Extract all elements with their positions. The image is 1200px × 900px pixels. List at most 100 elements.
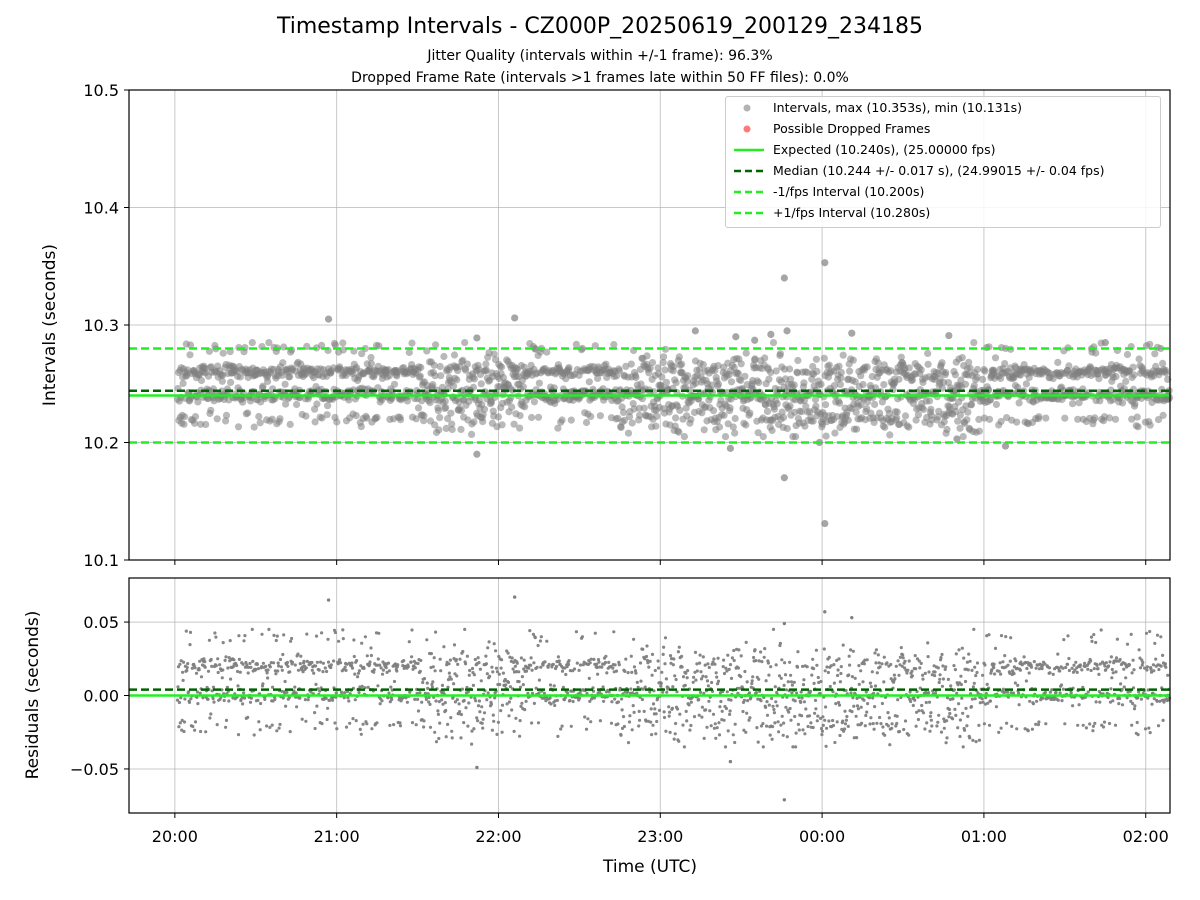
residual-point <box>601 685 605 689</box>
residual-point <box>684 671 688 675</box>
residual-point <box>526 691 530 696</box>
interval-point <box>264 377 272 386</box>
residual-point <box>738 686 742 690</box>
residual-point <box>637 724 641 728</box>
residual-point <box>380 699 384 703</box>
residual-point <box>504 683 508 687</box>
residual-point <box>1077 703 1081 707</box>
residual-point <box>952 664 956 668</box>
interval-point <box>498 421 506 429</box>
residual-point <box>828 684 832 689</box>
residual-point <box>1044 722 1048 726</box>
residual-point <box>838 733 842 738</box>
residual-point <box>663 636 668 640</box>
residual-point <box>654 712 658 716</box>
interval-point <box>675 353 683 361</box>
residual-point <box>871 722 875 726</box>
residual-point <box>491 670 495 674</box>
residual-point <box>494 666 499 670</box>
interval-point <box>1133 413 1141 421</box>
residual-point <box>688 728 692 732</box>
residual-point <box>528 629 532 633</box>
residual-point <box>826 670 831 675</box>
residual-point <box>720 709 724 713</box>
residual-point <box>304 666 308 670</box>
residual-point <box>315 660 319 664</box>
residual-point <box>663 662 667 666</box>
residual-point <box>788 706 792 711</box>
interval-point <box>594 374 602 382</box>
residual-point <box>310 660 314 665</box>
interval-point <box>448 425 456 434</box>
residual-point <box>352 638 356 642</box>
residual-point <box>839 665 843 669</box>
interval-point <box>1074 415 1082 423</box>
residual-point <box>816 714 820 718</box>
interval-point <box>250 423 258 431</box>
interval-point <box>627 360 635 368</box>
residual-point <box>1166 673 1170 677</box>
residual-point <box>788 660 792 664</box>
interval-point <box>640 404 648 412</box>
residual-point <box>937 713 941 717</box>
residual-point <box>942 717 946 721</box>
residual-point <box>903 659 907 663</box>
residual-point <box>687 703 691 707</box>
interval-outlier-point <box>726 444 735 452</box>
residual-point <box>664 729 668 733</box>
residual-point <box>350 661 354 665</box>
residual-point <box>1109 655 1113 659</box>
residual-point <box>495 732 499 737</box>
interval-outlier-point <box>511 314 519 322</box>
residual-point <box>792 680 796 684</box>
residual-point <box>488 674 492 679</box>
residual-point <box>878 665 882 669</box>
residual-point <box>926 655 930 659</box>
residual-point <box>626 671 630 675</box>
residual-point <box>811 657 815 661</box>
residual-point <box>1124 676 1128 680</box>
residual-point <box>226 666 230 670</box>
residual-point <box>853 676 857 680</box>
residual-point <box>821 715 825 719</box>
residual-point <box>848 663 852 667</box>
residual-point <box>728 663 733 667</box>
residual-point <box>436 709 440 713</box>
residual-point <box>716 679 721 683</box>
residual-point <box>813 698 818 703</box>
interval-point <box>754 429 762 437</box>
residual-point <box>874 648 879 652</box>
interval-point <box>567 416 575 424</box>
residual-point <box>249 696 253 700</box>
residual-point <box>882 680 886 684</box>
residual-point <box>1001 687 1006 691</box>
residual-point <box>450 729 454 733</box>
interval-point <box>773 400 781 408</box>
residual-point <box>796 722 801 727</box>
residual-point <box>915 710 919 714</box>
residual-point <box>486 646 490 650</box>
interval-point <box>463 360 471 368</box>
interval-point <box>652 422 660 430</box>
residual-point <box>736 691 740 696</box>
residual-point <box>945 719 949 723</box>
residual-point <box>1145 668 1149 672</box>
residual-point <box>1061 687 1065 691</box>
residual-point <box>1129 632 1133 637</box>
interval-point <box>897 353 905 361</box>
residual-point <box>295 705 299 709</box>
interval-point <box>448 420 456 428</box>
residual-point <box>918 666 922 670</box>
residual-point <box>1070 666 1074 670</box>
interval-point <box>596 412 605 420</box>
residual-point <box>693 650 698 655</box>
residual-point <box>431 680 435 684</box>
residual-point <box>756 740 760 744</box>
interval-point <box>461 339 469 347</box>
residual-point <box>998 661 1002 665</box>
residual-outlier-point <box>326 598 331 602</box>
residual-point <box>753 648 757 652</box>
residual-point <box>428 725 433 729</box>
residual-point <box>646 661 650 665</box>
residual-point <box>638 661 643 665</box>
